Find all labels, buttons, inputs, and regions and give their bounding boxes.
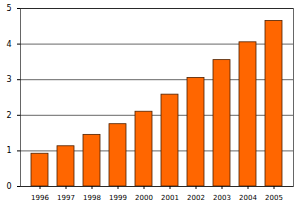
svg-text:1999: 1999 [109,194,127,202]
svg-text:2000: 2000 [135,194,153,202]
svg-text:4: 4 [6,40,11,49]
svg-text:2004: 2004 [239,194,257,202]
svg-text:5: 5 [6,4,11,13]
svg-text:2005: 2005 [265,194,283,202]
svg-text:1996: 1996 [31,194,49,202]
svg-text:2: 2 [6,111,11,120]
svg-text:1997: 1997 [57,194,75,202]
svg-text:0: 0 [6,182,11,191]
svg-text:2002: 2002 [187,194,205,202]
svg-text:2003: 2003 [213,194,231,202]
svg-text:1: 1 [6,146,11,155]
svg-text:3: 3 [6,75,11,84]
svg-text:2001: 2001 [161,194,179,202]
svg-text:1998: 1998 [83,194,101,202]
